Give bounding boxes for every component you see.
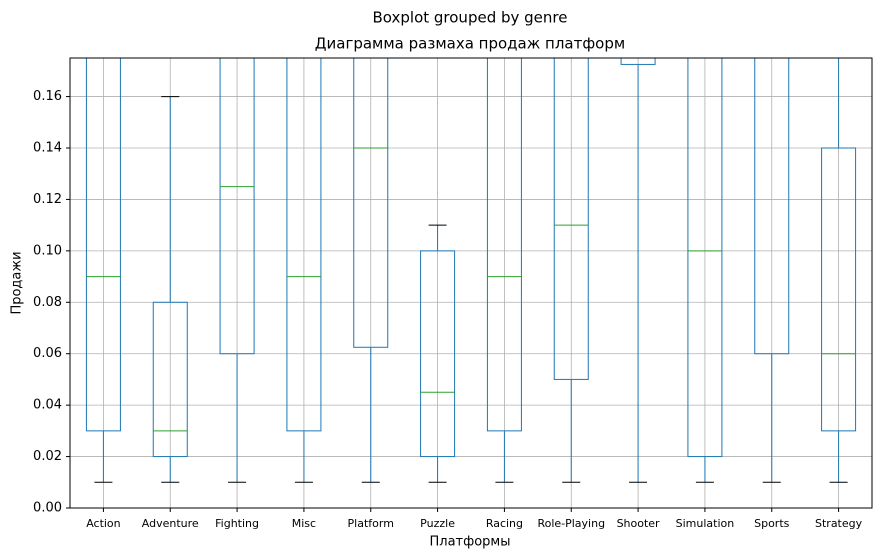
box — [85, 58, 121, 432]
box — [821, 147, 857, 432]
y-tick-label: 0.14 — [33, 141, 62, 156]
box — [620, 58, 656, 65]
x-tick-label: Misc — [292, 517, 316, 530]
y-axis-label: Продажи — [10, 251, 25, 314]
box — [286, 58, 322, 432]
x-tick-label: Simulation — [676, 517, 735, 530]
box — [754, 58, 790, 355]
x-tick-label: Platform — [348, 517, 394, 530]
x-tick-label: Action — [86, 517, 120, 530]
box — [152, 301, 188, 458]
grid — [70, 58, 872, 509]
x-tick-label: Adventure — [142, 517, 199, 530]
x-tick-label: Role-Playing — [537, 517, 605, 530]
box — [687, 58, 723, 458]
x-tick-label: Strategy — [815, 517, 863, 530]
x-tick-label: Sports — [754, 517, 790, 530]
chart-suptitle: Boxplot grouped by genre — [373, 9, 568, 27]
box — [420, 250, 456, 458]
x-tick-label: Puzzle — [420, 517, 455, 530]
y-tick-label: 0.10 — [33, 243, 62, 258]
y-tick-label: 0.08 — [33, 295, 62, 310]
plot-area — [85, 58, 857, 483]
y-tick-label: 0.12 — [33, 192, 62, 207]
y-tick-label: 0.00 — [33, 501, 62, 516]
y-tick-label: 0.02 — [33, 449, 62, 464]
x-axis-label: Платформы — [429, 535, 510, 550]
axes-frame — [69, 57, 873, 509]
y-tick-label: 0.04 — [33, 398, 62, 413]
box — [353, 58, 389, 348]
box — [486, 58, 522, 432]
x-tick-label: Racing — [486, 517, 523, 530]
box — [219, 58, 255, 355]
chart-title: Диаграмма размаха продаж платформ — [315, 35, 625, 53]
x-tick-label: Fighting — [215, 517, 259, 530]
y-tick-label: 0.06 — [33, 346, 62, 361]
box — [553, 58, 589, 380]
x-tick-label: Shooter — [617, 517, 660, 530]
y-tick-label: 0.16 — [33, 89, 62, 104]
